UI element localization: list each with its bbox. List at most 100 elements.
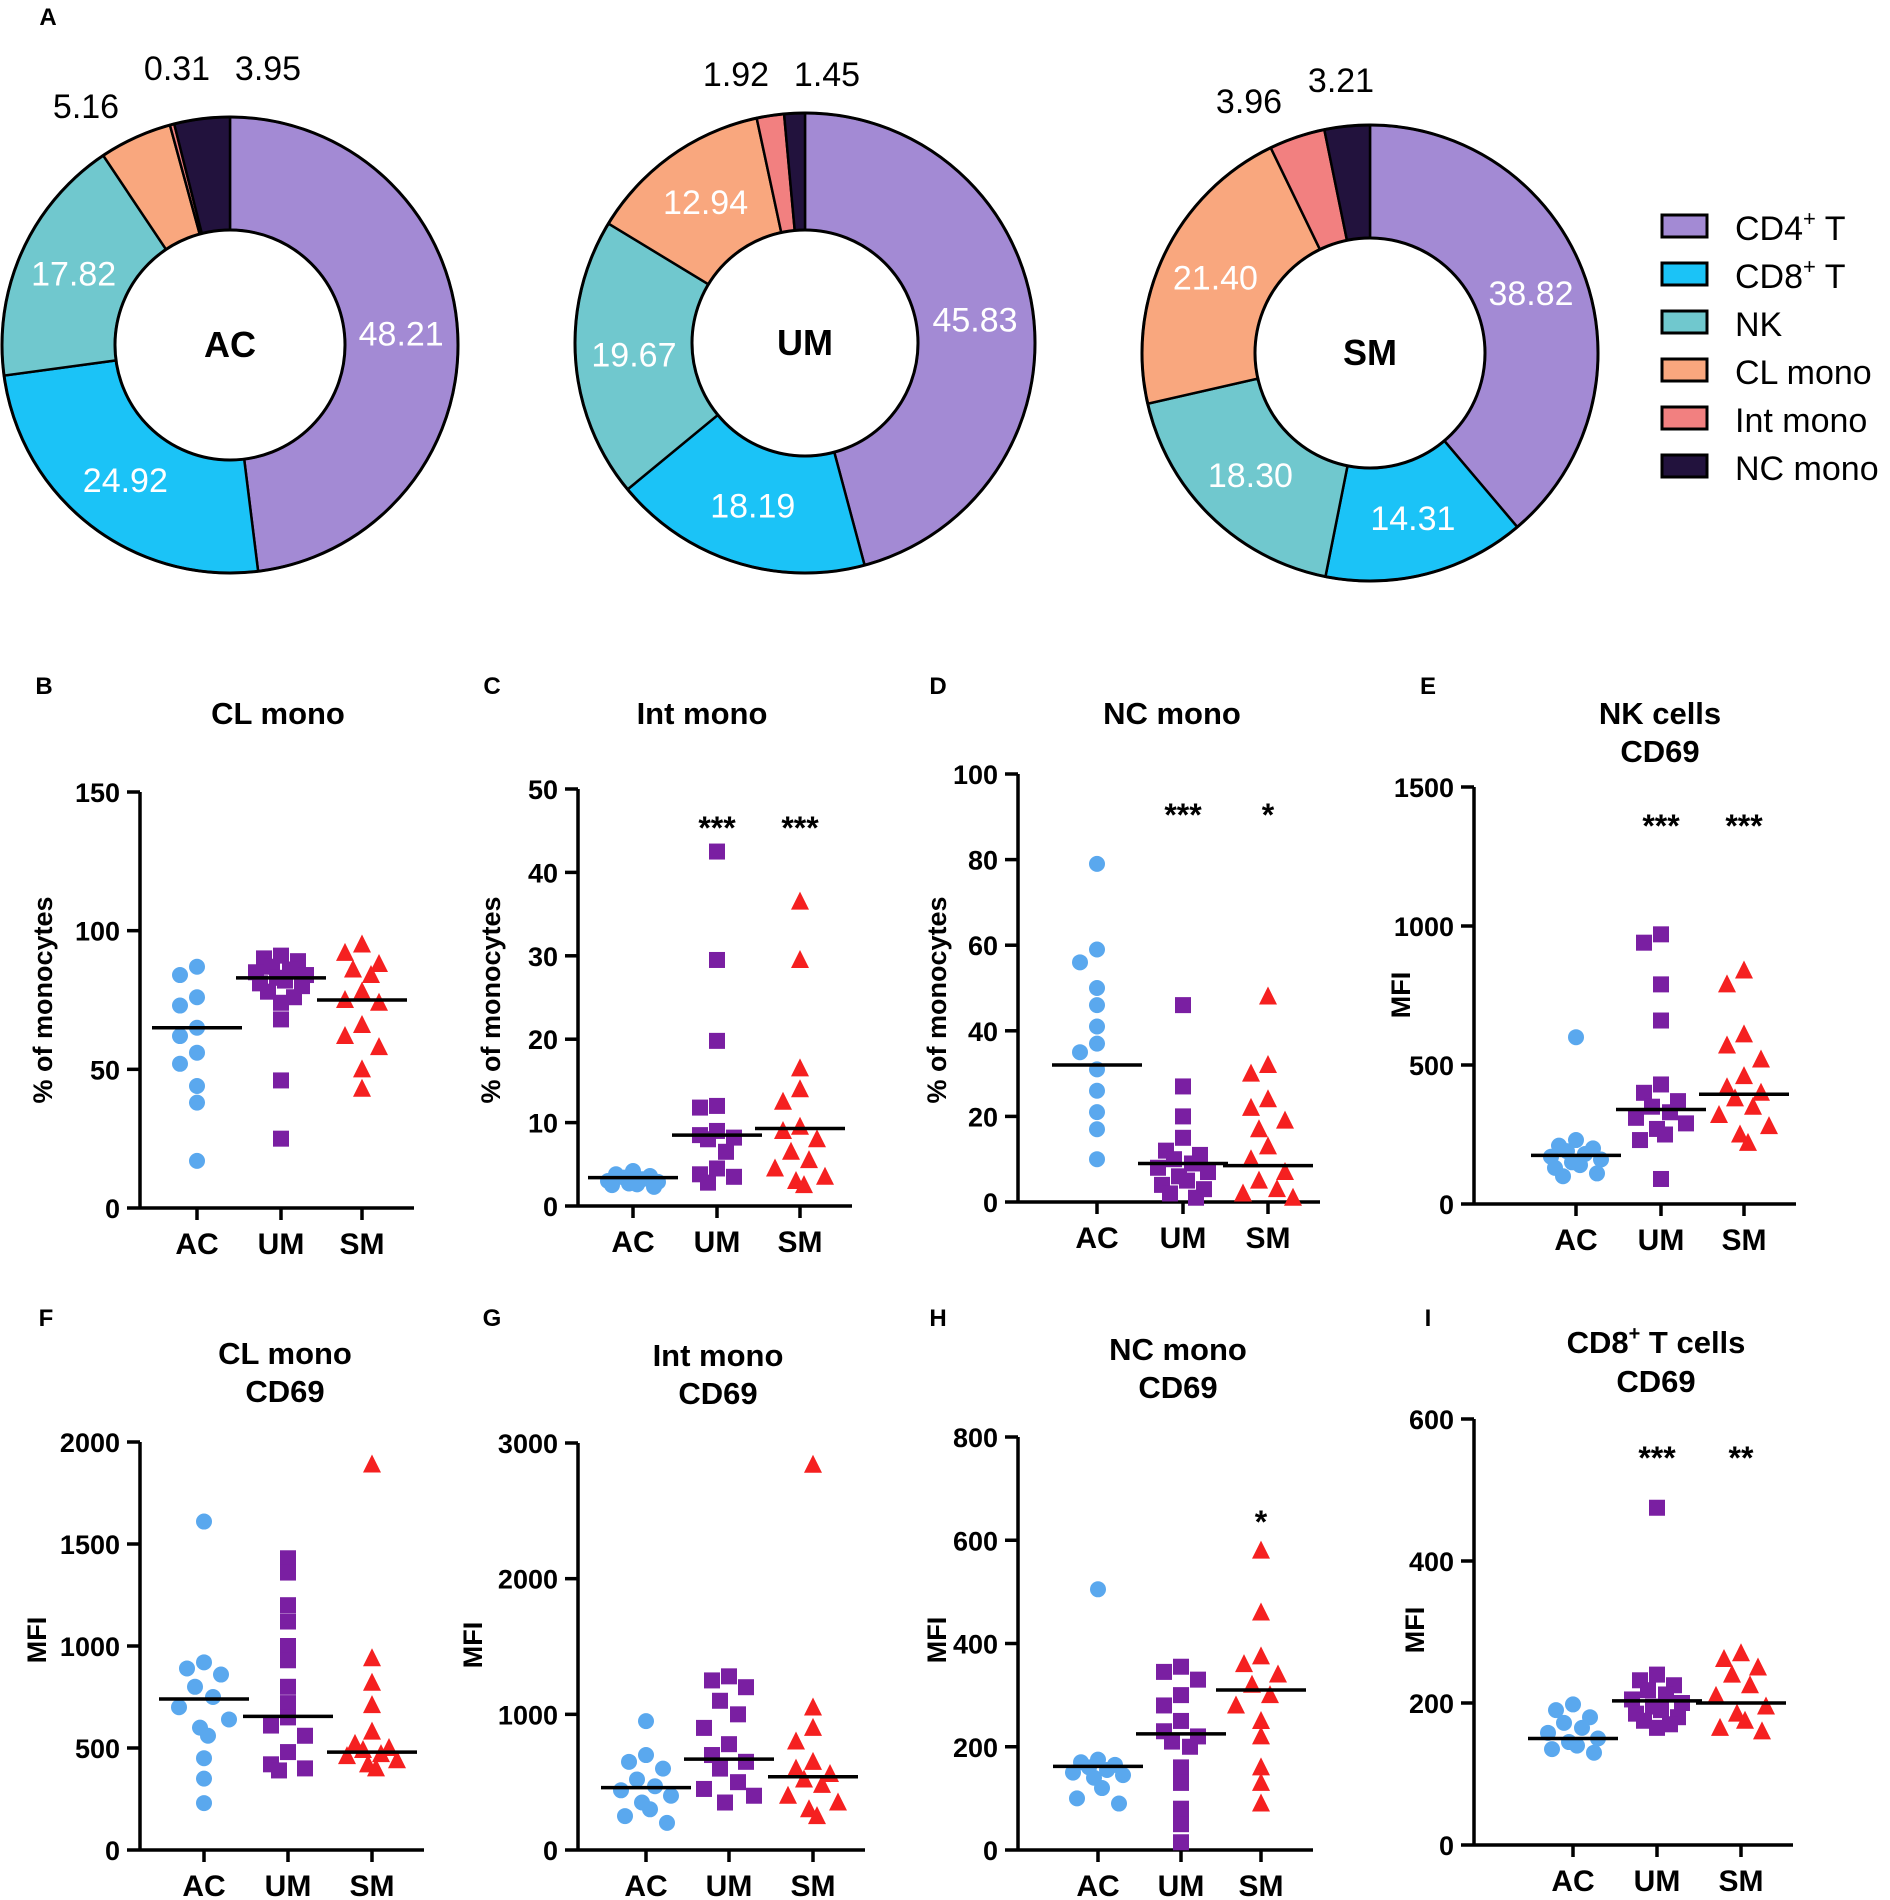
panel-label-d: D bbox=[929, 673, 946, 700]
data-point bbox=[1674, 1695, 1690, 1711]
data-point bbox=[1628, 1109, 1644, 1126]
data-point bbox=[1284, 1187, 1302, 1206]
chart-title: CL mono bbox=[211, 696, 345, 731]
data-point bbox=[1252, 1710, 1270, 1729]
data-point bbox=[1568, 1132, 1584, 1149]
data-point bbox=[179, 1660, 195, 1677]
data-point bbox=[1259, 1136, 1277, 1155]
group-sm bbox=[768, 1454, 858, 1825]
data-point bbox=[189, 1152, 205, 1169]
y-tick-label: 0 bbox=[543, 1836, 558, 1866]
y-tick-label: 0 bbox=[1439, 1190, 1454, 1220]
data-point bbox=[604, 1177, 620, 1194]
data-point bbox=[730, 1706, 746, 1723]
data-point bbox=[1753, 1721, 1771, 1740]
data-point bbox=[367, 1758, 385, 1777]
donut-outline bbox=[573, 111, 1037, 575]
scatter-panel-c: Int mono 0 10 20 30 40 50 AC UM SM % of monocytes *… bbox=[476, 696, 852, 1259]
data-point bbox=[1259, 1089, 1277, 1108]
x-tick-label: AC bbox=[175, 1228, 218, 1261]
data-point bbox=[172, 967, 188, 984]
data-point bbox=[363, 1648, 381, 1667]
data-point bbox=[1173, 1816, 1189, 1833]
data-point bbox=[196, 1750, 212, 1767]
legend: CD4+ T CD8+ T NK CL mono Int mono NC mono bbox=[1660, 206, 1879, 488]
data-point bbox=[696, 1780, 712, 1797]
data-point bbox=[1089, 997, 1105, 1014]
y-tick-label: 100 bbox=[953, 760, 998, 790]
data-point bbox=[277, 972, 293, 989]
data-point bbox=[370, 953, 388, 972]
data-point bbox=[1653, 976, 1669, 993]
y-tick-label: 2000 bbox=[498, 1565, 558, 1595]
group-um: *** bbox=[1612, 1440, 1702, 1736]
significance-marker: *** bbox=[1642, 808, 1680, 844]
significance-marker: *** bbox=[1638, 1440, 1676, 1476]
data-point bbox=[1089, 1035, 1105, 1052]
chart-title: NK cells bbox=[1599, 696, 1721, 731]
data-point bbox=[1718, 974, 1736, 993]
chart-title: CD69 bbox=[1616, 1364, 1695, 1399]
data-point bbox=[1653, 1702, 1669, 1719]
significance-marker: ** bbox=[1729, 1440, 1754, 1476]
panel-label-b: B bbox=[35, 673, 52, 700]
group-ac bbox=[1053, 1581, 1143, 1812]
chart-title: CD69 bbox=[1138, 1370, 1217, 1405]
data-point bbox=[692, 1099, 708, 1116]
panel-label-g: G bbox=[483, 1305, 502, 1332]
data-point bbox=[791, 891, 809, 910]
data-point bbox=[1636, 934, 1652, 951]
x-tick-label: AC bbox=[611, 1226, 654, 1259]
data-point bbox=[297, 1727, 313, 1744]
donut-hole bbox=[690, 228, 920, 458]
data-point bbox=[1089, 980, 1105, 996]
data-point bbox=[808, 1806, 826, 1825]
data-point bbox=[791, 1058, 809, 1077]
y-tick-label: 1000 bbox=[60, 1632, 120, 1662]
slice-value-label: 38.82 bbox=[1488, 275, 1573, 313]
data-point bbox=[1089, 1151, 1105, 1168]
data-point bbox=[804, 1751, 822, 1770]
data-point bbox=[1636, 1084, 1652, 1101]
data-point bbox=[1182, 1738, 1198, 1755]
data-point bbox=[280, 1744, 296, 1761]
data-point bbox=[813, 1774, 831, 1793]
data-point bbox=[709, 1097, 725, 1114]
group-ac bbox=[588, 1162, 678, 1195]
data-point bbox=[1644, 1098, 1660, 1115]
data-point bbox=[791, 949, 809, 968]
x-tick-label: UM bbox=[706, 1870, 753, 1900]
data-point bbox=[1726, 1088, 1744, 1107]
data-point bbox=[791, 1116, 809, 1135]
group-sm: ** bbox=[1696, 1440, 1786, 1740]
data-point bbox=[1735, 960, 1753, 979]
data-point bbox=[1658, 1686, 1674, 1703]
y-tick-label: 0 bbox=[983, 1836, 998, 1866]
data-point bbox=[1572, 1157, 1588, 1174]
data-point bbox=[1164, 1733, 1180, 1750]
data-point bbox=[629, 1176, 645, 1193]
data-point bbox=[1089, 855, 1105, 872]
y-axis-label: MFI bbox=[458, 1622, 488, 1669]
data-point bbox=[189, 958, 205, 975]
scatter-panel-b: CL mono 0 50 100 150 AC UM SM % of monocytes bbox=[28, 696, 414, 1261]
data-point bbox=[1728, 1703, 1746, 1722]
x-tick-label: AC bbox=[182, 1870, 225, 1900]
x-tick-label: SM bbox=[791, 1870, 836, 1900]
data-point bbox=[800, 1150, 818, 1169]
data-point bbox=[273, 1011, 289, 1028]
data-point bbox=[221, 1711, 237, 1728]
data-point bbox=[738, 1753, 754, 1770]
data-point bbox=[1200, 1164, 1216, 1181]
y-tick-label: 60 bbox=[968, 931, 998, 961]
data-point bbox=[1252, 1772, 1270, 1791]
donut-center-label: UM bbox=[777, 322, 833, 363]
y-tick-label: 2000 bbox=[60, 1428, 120, 1458]
data-point bbox=[1089, 941, 1105, 958]
legend-swatch bbox=[1660, 309, 1709, 335]
y-tick-label: 500 bbox=[75, 1734, 120, 1764]
data-point bbox=[1179, 1172, 1195, 1189]
y-tick-label: 200 bbox=[953, 1733, 998, 1763]
data-point bbox=[260, 983, 276, 1000]
